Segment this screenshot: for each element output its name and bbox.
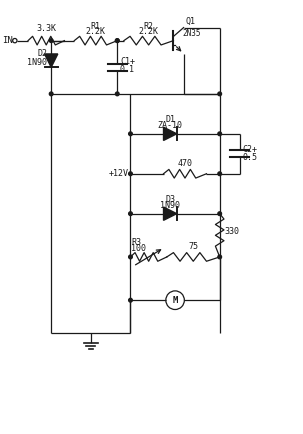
Text: 2N35: 2N35 — [182, 29, 201, 37]
Text: IN: IN — [2, 36, 13, 45]
Text: 3.3K: 3.3K — [36, 24, 56, 33]
Circle shape — [129, 132, 132, 136]
Text: 1N90: 1N90 — [27, 58, 47, 67]
Text: C2+: C2+ — [242, 145, 257, 154]
Text: 100: 100 — [131, 243, 146, 253]
Text: 0.5: 0.5 — [242, 153, 257, 161]
Circle shape — [115, 92, 119, 96]
Polygon shape — [45, 54, 58, 67]
Text: 75: 75 — [188, 242, 198, 251]
Circle shape — [218, 172, 221, 176]
Text: +12V: +12V — [108, 169, 128, 178]
Polygon shape — [164, 207, 177, 220]
Circle shape — [129, 172, 132, 176]
Circle shape — [129, 298, 132, 302]
Text: 2.2K: 2.2K — [86, 27, 106, 36]
Text: 1N90: 1N90 — [160, 201, 180, 210]
Circle shape — [129, 212, 132, 216]
Text: D2: D2 — [37, 49, 47, 58]
Text: D1: D1 — [165, 115, 175, 125]
Text: ZA-10: ZA-10 — [158, 121, 183, 130]
Text: C1+: C1+ — [120, 57, 135, 66]
Circle shape — [49, 92, 53, 96]
Text: Q1: Q1 — [185, 17, 195, 26]
Circle shape — [49, 39, 53, 43]
Text: 330: 330 — [224, 227, 239, 237]
Text: D3: D3 — [165, 195, 175, 204]
Text: 0.1: 0.1 — [120, 66, 135, 74]
Circle shape — [218, 212, 221, 216]
Circle shape — [218, 92, 221, 96]
Text: 470: 470 — [178, 159, 192, 168]
Text: R2: R2 — [144, 22, 154, 31]
Text: 2.2K: 2.2K — [139, 27, 159, 36]
Text: M: M — [172, 296, 178, 305]
Circle shape — [129, 255, 132, 259]
Circle shape — [218, 255, 221, 259]
Text: R1: R1 — [91, 22, 101, 31]
Text: R3: R3 — [131, 238, 141, 247]
Circle shape — [218, 132, 221, 136]
Polygon shape — [164, 127, 177, 141]
Circle shape — [115, 39, 119, 43]
Circle shape — [115, 39, 119, 43]
